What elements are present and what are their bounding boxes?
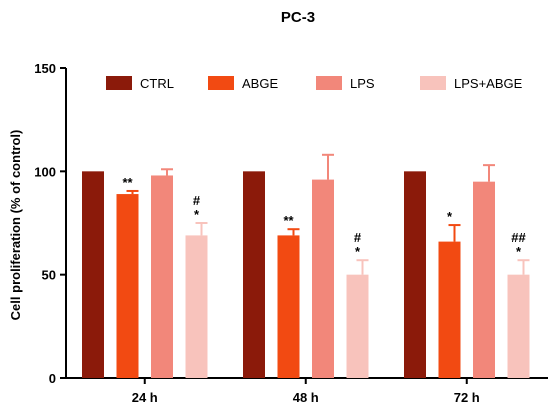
y-tick-label: 100 bbox=[34, 164, 56, 179]
axes: 0 50 100 150 24 h 48 h 72 h bbox=[34, 61, 548, 405]
legend: CTRL ABGE LPS LPS+ABGE bbox=[106, 76, 523, 91]
x-tick-label: 72 h bbox=[454, 390, 480, 405]
x-tick-label: 48 h bbox=[293, 390, 319, 405]
significance-label: * bbox=[516, 244, 522, 259]
legend-swatch bbox=[208, 76, 234, 90]
y-tick-label: 150 bbox=[34, 61, 56, 76]
significance-label: * bbox=[355, 244, 361, 259]
bar bbox=[438, 241, 461, 378]
chart-title: PC-3 bbox=[281, 9, 315, 26]
bar bbox=[507, 274, 530, 378]
bar bbox=[473, 181, 495, 378]
x-tick-label: 24 h bbox=[132, 390, 158, 405]
bar bbox=[185, 235, 208, 378]
legend-label: LPS+ABGE bbox=[454, 76, 523, 91]
y-axis-label: Cell proliferation (% of control) bbox=[8, 130, 23, 321]
legend-label: ABGE bbox=[242, 76, 278, 91]
bar bbox=[277, 235, 300, 378]
y-tick-label: 0 bbox=[49, 371, 56, 386]
bars: **#* **#**##* bbox=[82, 153, 530, 378]
legend-swatch bbox=[420, 76, 446, 90]
bar bbox=[312, 179, 334, 378]
significance-label: ** bbox=[122, 175, 133, 190]
significance-label: # bbox=[354, 230, 362, 245]
legend-label: CTRL bbox=[140, 76, 174, 91]
bar bbox=[346, 274, 369, 378]
bar bbox=[82, 171, 104, 378]
y-tick-label: 50 bbox=[42, 268, 56, 283]
significance-label: ** bbox=[283, 213, 294, 228]
significance-label: * bbox=[194, 207, 200, 222]
legend-swatch bbox=[316, 76, 342, 90]
legend-label: LPS bbox=[350, 76, 375, 91]
bar bbox=[243, 171, 265, 378]
significance-label: ## bbox=[511, 230, 526, 245]
bar bbox=[404, 171, 426, 378]
bar bbox=[151, 175, 173, 378]
significance-label: # bbox=[193, 193, 201, 208]
bar bbox=[116, 194, 139, 378]
significance-label: * bbox=[447, 209, 453, 224]
legend-swatch bbox=[106, 76, 132, 90]
